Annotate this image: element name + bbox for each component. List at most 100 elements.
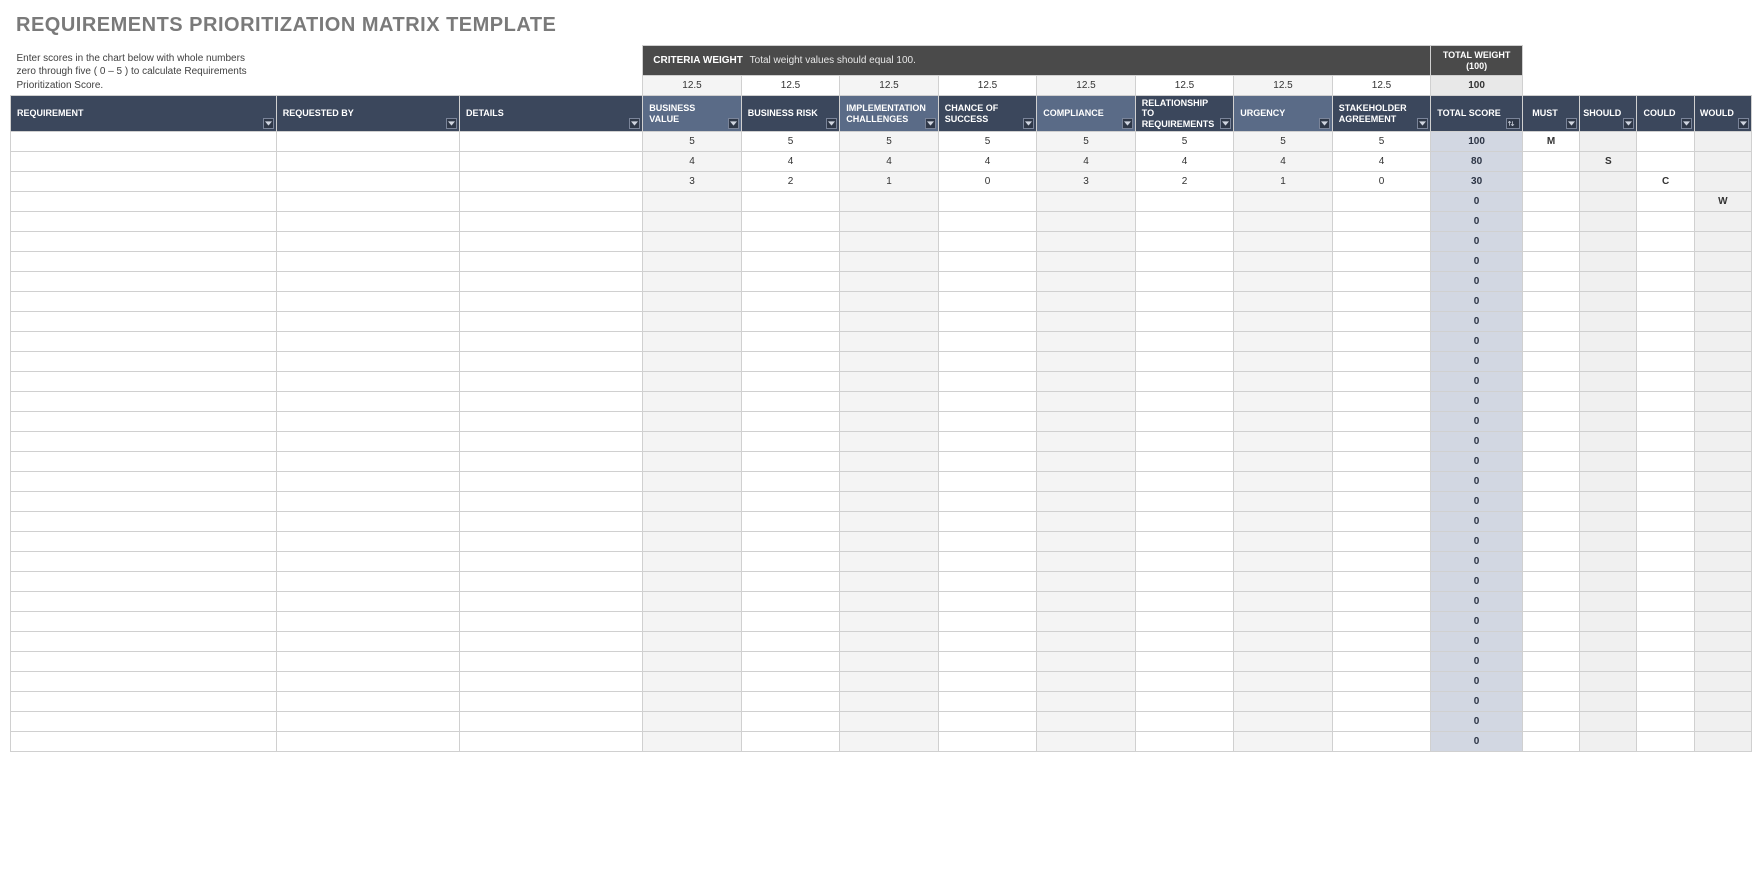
cell-requested-by[interactable] <box>276 292 459 312</box>
cell-score[interactable] <box>840 732 939 752</box>
cell-details[interactable] <box>459 552 642 572</box>
cell-must[interactable] <box>1522 692 1579 712</box>
cell-must[interactable] <box>1522 592 1579 612</box>
cell-score[interactable] <box>840 452 939 472</box>
cell-requested-by[interactable] <box>276 632 459 652</box>
cell-score[interactable] <box>643 192 742 212</box>
cell-score[interactable] <box>1234 492 1333 512</box>
cell-must[interactable] <box>1522 732 1579 752</box>
cell-details[interactable] <box>459 592 642 612</box>
cell-score[interactable] <box>1135 452 1234 472</box>
cell-details[interactable] <box>459 192 642 212</box>
cell-score[interactable] <box>938 372 1037 392</box>
cell-details[interactable] <box>459 652 642 672</box>
filter-dropdown-icon[interactable] <box>925 118 936 129</box>
cell-must[interactable] <box>1522 372 1579 392</box>
cell-could[interactable] <box>1637 372 1694 392</box>
filter-dropdown-icon[interactable] <box>1023 118 1034 129</box>
cell-score[interactable]: 4 <box>1037 152 1136 172</box>
cell-details[interactable] <box>459 612 642 632</box>
cell-requirement[interactable] <box>11 232 277 252</box>
cell-requested-by[interactable] <box>276 332 459 352</box>
cell-score[interactable] <box>1037 672 1136 692</box>
cell-score[interactable] <box>1037 652 1136 672</box>
cell-requirement[interactable] <box>11 412 277 432</box>
cell-score[interactable] <box>1332 412 1431 432</box>
cell-requested-by[interactable] <box>276 212 459 232</box>
cell-could[interactable] <box>1637 472 1694 492</box>
cell-score[interactable]: 5 <box>1234 132 1333 152</box>
cell-should[interactable] <box>1580 272 1637 292</box>
cell-score[interactable] <box>643 392 742 412</box>
cell-score[interactable] <box>1332 452 1431 472</box>
cell-score[interactable] <box>938 552 1037 572</box>
cell-score[interactable] <box>1037 412 1136 432</box>
cell-score[interactable] <box>938 612 1037 632</box>
cell-score[interactable]: 4 <box>1332 152 1431 172</box>
filter-dropdown-icon[interactable] <box>1417 118 1428 129</box>
cell-requirement[interactable] <box>11 332 277 352</box>
cell-would[interactable] <box>1694 632 1751 652</box>
cell-score[interactable] <box>741 312 840 332</box>
criteria-weight-cell[interactable]: 12.5 <box>1037 76 1136 96</box>
filter-dropdown-icon[interactable] <box>446 118 457 129</box>
cell-could[interactable] <box>1637 612 1694 632</box>
cell-score[interactable]: 3 <box>1037 172 1136 192</box>
cell-details[interactable] <box>459 132 642 152</box>
cell-could[interactable] <box>1637 292 1694 312</box>
cell-must[interactable] <box>1522 632 1579 652</box>
cell-should[interactable] <box>1580 232 1637 252</box>
filter-dropdown-icon[interactable] <box>728 118 739 129</box>
cell-score[interactable] <box>1234 372 1333 392</box>
cell-details[interactable] <box>459 292 642 312</box>
filter-dropdown-icon[interactable] <box>263 118 274 129</box>
filter-dropdown-icon[interactable] <box>629 118 640 129</box>
cell-score[interactable] <box>1037 492 1136 512</box>
cell-would[interactable] <box>1694 432 1751 452</box>
cell-score[interactable] <box>1135 312 1234 332</box>
cell-should[interactable] <box>1580 532 1637 552</box>
cell-score[interactable] <box>1332 552 1431 572</box>
cell-score[interactable] <box>1135 592 1234 612</box>
cell-score[interactable] <box>643 612 742 632</box>
cell-could[interactable] <box>1637 392 1694 412</box>
cell-must[interactable] <box>1522 572 1579 592</box>
cell-could[interactable] <box>1637 632 1694 652</box>
cell-would[interactable] <box>1694 512 1751 532</box>
cell-requirement[interactable] <box>11 392 277 412</box>
filter-dropdown-icon[interactable] <box>1623 118 1634 129</box>
criteria-weight-cell[interactable]: 12.5 <box>1135 76 1234 96</box>
cell-must[interactable] <box>1522 312 1579 332</box>
cell-could[interactable] <box>1637 412 1694 432</box>
cell-score[interactable] <box>1234 192 1333 212</box>
cell-score[interactable] <box>1234 552 1333 572</box>
cell-score[interactable] <box>1332 232 1431 252</box>
cell-score[interactable] <box>1234 392 1333 412</box>
cell-requested-by[interactable] <box>276 412 459 432</box>
cell-details[interactable] <box>459 372 642 392</box>
filter-dropdown-icon[interactable] <box>1738 118 1749 129</box>
cell-requested-by[interactable] <box>276 472 459 492</box>
cell-score[interactable] <box>1135 532 1234 552</box>
cell-score[interactable] <box>643 592 742 612</box>
cell-must[interactable] <box>1522 192 1579 212</box>
cell-score[interactable] <box>1332 312 1431 332</box>
cell-must[interactable] <box>1522 392 1579 412</box>
cell-score[interactable] <box>741 232 840 252</box>
cell-should[interactable] <box>1580 132 1637 152</box>
cell-should[interactable]: S <box>1580 152 1637 172</box>
cell-score[interactable] <box>1135 672 1234 692</box>
cell-could[interactable] <box>1637 432 1694 452</box>
cell-score[interactable] <box>938 512 1037 532</box>
cell-should[interactable] <box>1580 652 1637 672</box>
cell-should[interactable] <box>1580 552 1637 572</box>
cell-should[interactable] <box>1580 512 1637 532</box>
cell-score[interactable] <box>1135 632 1234 652</box>
cell-should[interactable] <box>1580 592 1637 612</box>
cell-score[interactable] <box>1037 472 1136 492</box>
cell-would[interactable] <box>1694 692 1751 712</box>
cell-score[interactable] <box>938 452 1037 472</box>
cell-score[interactable] <box>1135 572 1234 592</box>
cell-requested-by[interactable] <box>276 232 459 252</box>
cell-would[interactable] <box>1694 532 1751 552</box>
